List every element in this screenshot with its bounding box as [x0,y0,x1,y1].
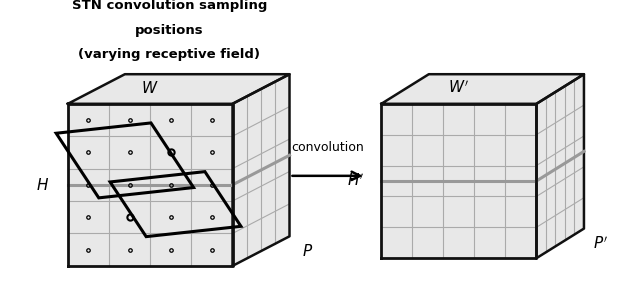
Text: (varying receptive field): (varying receptive field) [78,48,260,61]
Text: positions: positions [135,24,204,37]
Text: $W'$: $W'$ [448,79,469,96]
Text: convolution: convolution [291,141,364,154]
Text: $P'$: $P'$ [593,235,609,252]
Polygon shape [68,104,233,266]
Polygon shape [382,104,536,258]
Text: $H'$: $H'$ [347,173,364,189]
Text: STN convolution sampling: STN convolution sampling [71,0,267,12]
Text: $H$: $H$ [36,177,49,193]
Polygon shape [233,74,289,266]
Polygon shape [382,74,584,104]
Polygon shape [536,74,584,258]
Text: $W$: $W$ [141,80,159,95]
Text: $P$: $P$ [302,243,314,259]
Polygon shape [68,74,289,104]
